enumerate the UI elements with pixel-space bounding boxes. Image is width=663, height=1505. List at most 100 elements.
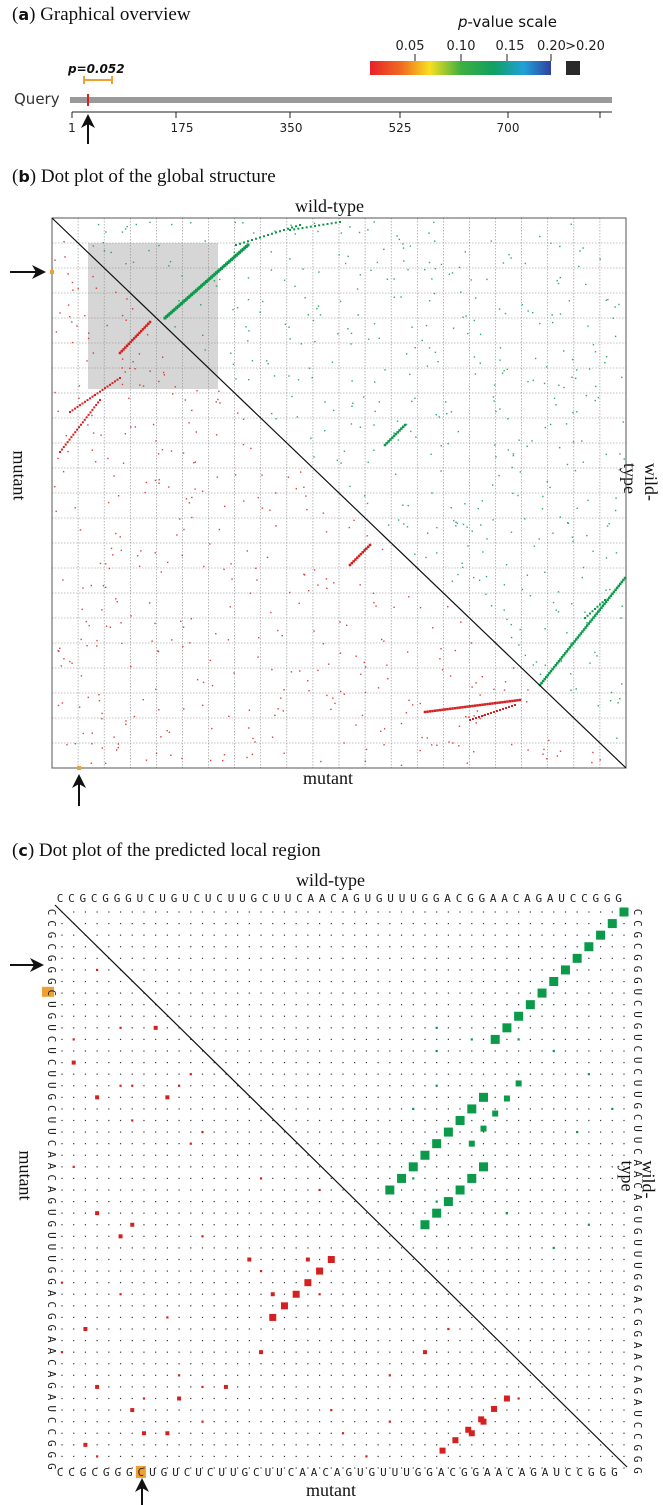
dot bbox=[277, 708, 279, 710]
dot bbox=[607, 298, 609, 301]
dot bbox=[134, 426, 137, 428]
dot bbox=[517, 1038, 520, 1041]
dot bbox=[118, 1234, 123, 1239]
dot bbox=[462, 523, 465, 526]
dot bbox=[288, 591, 291, 594]
dot bbox=[324, 401, 326, 403]
dot bbox=[460, 621, 462, 623]
dot bbox=[203, 281, 207, 285]
dot bbox=[428, 300, 431, 302]
dot bbox=[168, 486, 170, 488]
dot bbox=[158, 244, 160, 247]
dot bbox=[331, 361, 334, 363]
dot bbox=[363, 661, 365, 664]
dot bbox=[426, 737, 429, 739]
dot bbox=[439, 658, 441, 660]
dot bbox=[597, 705, 600, 707]
dot bbox=[525, 1000, 535, 1010]
dot bbox=[71, 1060, 76, 1065]
dot bbox=[181, 300, 185, 304]
sequence-letter: U bbox=[195, 1466, 202, 1479]
dot bbox=[64, 256, 66, 258]
dot bbox=[317, 584, 319, 586]
sequence-letter: U bbox=[228, 892, 235, 905]
dot bbox=[493, 701, 497, 705]
dot bbox=[590, 618, 594, 621]
dot bbox=[91, 414, 93, 417]
dot bbox=[419, 702, 421, 705]
dot bbox=[458, 725, 461, 728]
dot bbox=[121, 642, 123, 645]
dot bbox=[506, 368, 508, 371]
dot bbox=[317, 230, 319, 233]
dot bbox=[549, 423, 552, 426]
dot bbox=[322, 643, 325, 645]
dot bbox=[475, 297, 477, 299]
dot bbox=[376, 261, 379, 264]
scale-tick-label: 0.10 bbox=[447, 39, 476, 54]
dot bbox=[614, 588, 617, 592]
dot bbox=[504, 681, 507, 683]
sequence-letter: G bbox=[80, 1466, 87, 1479]
dot bbox=[542, 495, 544, 498]
dot bbox=[370, 269, 372, 272]
sequence-letter: U bbox=[392, 1466, 399, 1479]
dot bbox=[173, 309, 175, 311]
dot bbox=[512, 667, 515, 669]
sequence-letter: G bbox=[530, 1466, 537, 1479]
sequence-letter: C bbox=[631, 1433, 644, 1440]
dot bbox=[248, 727, 250, 729]
dot bbox=[393, 296, 395, 298]
dot bbox=[383, 744, 385, 746]
sequence-letter: G bbox=[45, 1313, 58, 1320]
dot bbox=[142, 385, 145, 387]
dot bbox=[191, 291, 195, 295]
dot bbox=[95, 1384, 100, 1389]
sequence-letter: A bbox=[45, 1394, 58, 1401]
dot bbox=[170, 310, 174, 314]
dot bbox=[616, 737, 618, 739]
dot bbox=[284, 323, 287, 326]
dot bbox=[479, 1162, 488, 1172]
dot bbox=[232, 308, 234, 311]
dot bbox=[542, 753, 544, 755]
dot bbox=[196, 678, 199, 681]
dot bbox=[211, 684, 214, 687]
dot bbox=[339, 690, 342, 693]
dot bbox=[76, 325, 78, 327]
sequence-letter: U bbox=[403, 1466, 410, 1479]
axis-tick-label: 350 bbox=[280, 121, 303, 135]
dot bbox=[188, 294, 192, 298]
sequence-letter: C bbox=[68, 1466, 75, 1479]
dot bbox=[605, 589, 607, 591]
dot bbox=[87, 337, 90, 340]
dot bbox=[218, 390, 220, 392]
dot bbox=[622, 421, 624, 423]
dot bbox=[274, 714, 276, 717]
dot bbox=[479, 333, 482, 336]
dot bbox=[432, 1208, 442, 1218]
dot bbox=[188, 422, 190, 424]
dot bbox=[367, 461, 369, 463]
sequence-letter: U bbox=[387, 892, 394, 905]
dot bbox=[143, 326, 146, 329]
dot bbox=[101, 718, 103, 720]
dot bbox=[62, 579, 64, 581]
sequence-letter: U bbox=[631, 1080, 644, 1087]
sequence-letter: G bbox=[114, 892, 121, 905]
dot bbox=[316, 307, 318, 310]
dot bbox=[428, 232, 430, 234]
sequence-letter: U bbox=[631, 1216, 644, 1223]
dot bbox=[468, 1430, 475, 1437]
dot bbox=[87, 413, 90, 416]
sequence-letter: C bbox=[456, 892, 463, 905]
dot bbox=[340, 232, 343, 234]
dot bbox=[100, 434, 102, 436]
dot bbox=[359, 584, 361, 586]
dot bbox=[368, 543, 372, 547]
dot bbox=[441, 708, 444, 712]
dot bbox=[571, 642, 575, 645]
dot bbox=[557, 591, 560, 593]
dot bbox=[617, 702, 619, 704]
dot bbox=[505, 707, 507, 709]
